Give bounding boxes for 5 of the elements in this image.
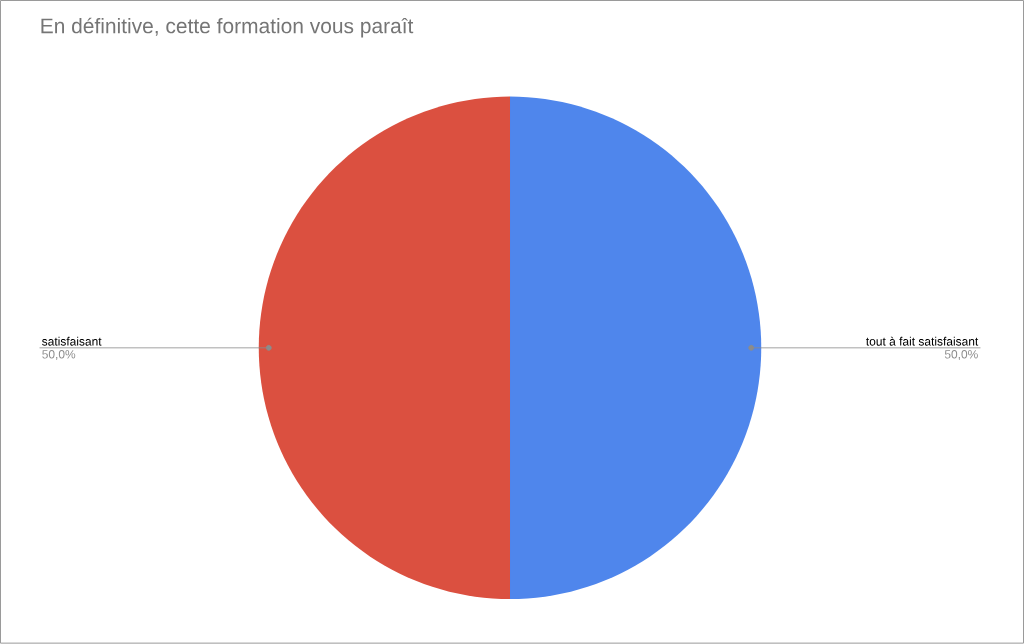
- slice-label: tout à fait satisfaisant: [866, 336, 979, 346]
- slice-label: satisfaisant: [42, 337, 102, 346]
- chart-title: En définitive, cette formation vous paraît: [41, 17, 414, 38]
- data-label: 50,0%: [944, 350, 978, 361]
- data-label: 50,0%: [42, 350, 76, 361]
